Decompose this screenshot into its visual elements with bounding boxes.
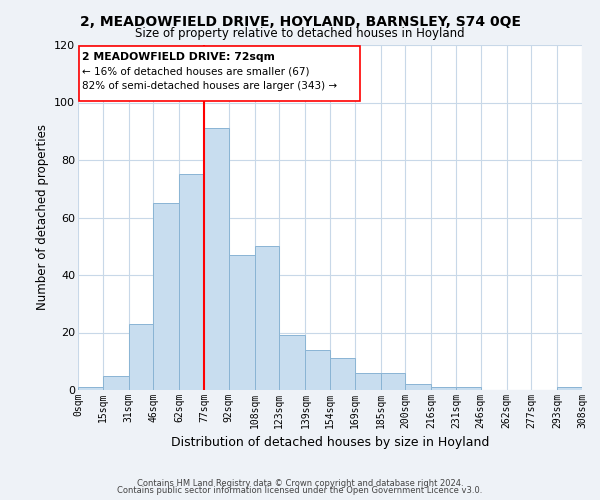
- Bar: [153, 203, 179, 390]
- Bar: [179, 174, 204, 390]
- Bar: [204, 128, 229, 390]
- Text: 2, MEADOWFIELD DRIVE, HOYLAND, BARNSLEY, S74 0QE: 2, MEADOWFIELD DRIVE, HOYLAND, BARNSLEY,…: [79, 15, 521, 29]
- Text: 2 MEADOWFIELD DRIVE: 72sqm: 2 MEADOWFIELD DRIVE: 72sqm: [82, 52, 275, 62]
- Bar: [456, 387, 481, 390]
- Bar: [557, 387, 582, 390]
- Bar: [103, 376, 129, 390]
- Bar: [255, 246, 279, 390]
- Bar: [330, 358, 355, 390]
- Text: 82% of semi-detached houses are larger (343) →: 82% of semi-detached houses are larger (…: [82, 81, 337, 91]
- Text: ← 16% of detached houses are smaller (67): ← 16% of detached houses are smaller (67…: [82, 66, 310, 76]
- Bar: [355, 373, 381, 390]
- Bar: [305, 350, 330, 390]
- Bar: [381, 373, 405, 390]
- Bar: [405, 384, 431, 390]
- Text: Contains public sector information licensed under the Open Government Licence v3: Contains public sector information licen…: [118, 486, 482, 495]
- Text: Contains HM Land Registry data © Crown copyright and database right 2024.: Contains HM Land Registry data © Crown c…: [137, 478, 463, 488]
- FancyBboxPatch shape: [79, 46, 360, 101]
- Text: Size of property relative to detached houses in Hoyland: Size of property relative to detached ho…: [135, 28, 465, 40]
- Bar: [431, 387, 456, 390]
- Y-axis label: Number of detached properties: Number of detached properties: [35, 124, 49, 310]
- Bar: [229, 255, 255, 390]
- X-axis label: Distribution of detached houses by size in Hoyland: Distribution of detached houses by size …: [171, 436, 489, 450]
- Bar: [279, 336, 305, 390]
- Bar: [129, 324, 153, 390]
- Bar: [78, 387, 103, 390]
